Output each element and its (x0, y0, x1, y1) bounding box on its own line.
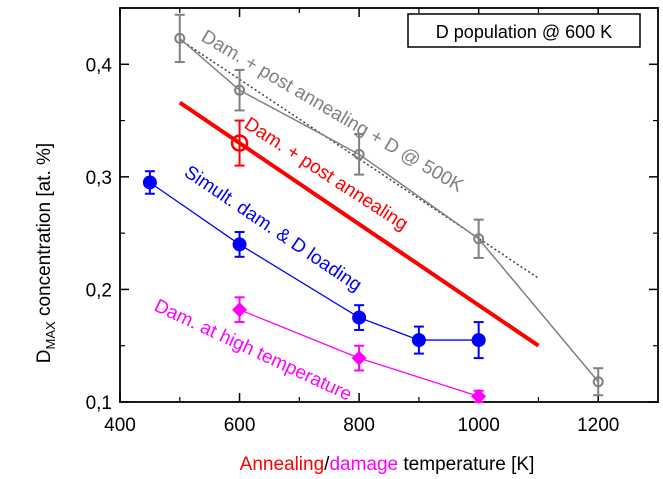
x-tick-label: 1000 (458, 415, 500, 436)
data-point (353, 148, 365, 160)
data-point (411, 333, 426, 348)
axes: 400 600 800 1000 1200 0,1 0,2 0,3 0,4 (86, 7, 659, 436)
legend-frame (407, 13, 641, 48)
y-axis-label: DMAX concentration [at. %] (34, 143, 58, 363)
x-tick-label: 1200 (577, 415, 619, 436)
series-post-anneal (178, 100, 540, 348)
x-axis-label-damage: damage (329, 454, 398, 475)
data-point (232, 237, 247, 252)
label-high-temp: Dam. at high temperature (151, 295, 355, 405)
x-axis-label-slash: / (324, 454, 330, 475)
data-point (352, 310, 367, 325)
x-axis-label-annealing: Annealing (240, 454, 325, 475)
x-axis-label-rest: temperature [K] (398, 454, 534, 475)
x-tick-label: 800 (343, 415, 375, 436)
plot-frame (119, 7, 659, 403)
y-tick-label: 0,2 (86, 280, 112, 301)
data-point (142, 175, 157, 190)
y-axis-label-rest: concentration [at. %] (34, 143, 55, 322)
x-tick-label: 600 (224, 415, 256, 436)
legend-box: D population @ 600 K (407, 13, 641, 48)
y-axis-label-main: D (34, 349, 55, 363)
y-tick-label: 0,1 (86, 393, 112, 414)
data-point (351, 350, 367, 366)
data-point (174, 32, 186, 44)
series-layer (142, 13, 604, 404)
series-simultaneous (142, 170, 486, 360)
y-axis-label-sub: MAX (43, 321, 58, 350)
data-point (473, 233, 485, 245)
data-point (471, 388, 487, 404)
y-tick-label: 0,4 (86, 55, 113, 76)
data-point (230, 134, 249, 152)
data-point (592, 376, 604, 388)
legend-text: D population @ 600 K (436, 22, 612, 42)
data-point (234, 84, 246, 96)
series-post-anneal-d500 (174, 13, 604, 397)
data-point (232, 302, 248, 318)
x-axis-label: Annealing/damage temperature [K] (240, 454, 535, 475)
series-high-temp (232, 296, 487, 404)
data-point (471, 333, 486, 348)
x-tick-label: 400 (104, 415, 136, 436)
y-tick-label: 0,3 (86, 168, 112, 189)
